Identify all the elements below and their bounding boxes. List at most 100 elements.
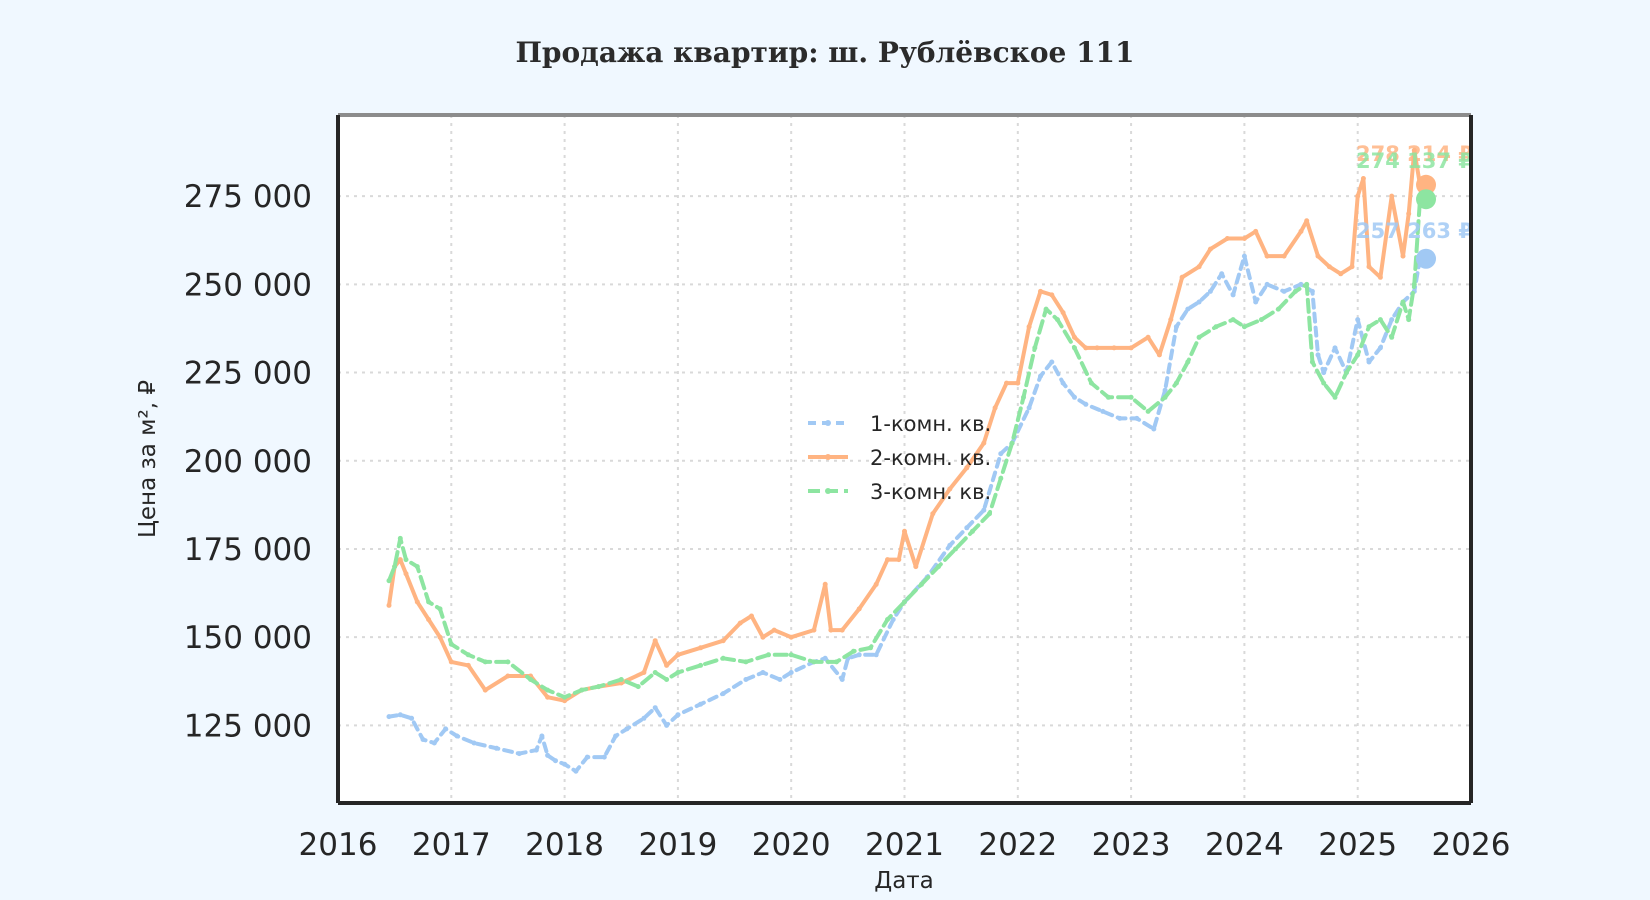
- series-point: [1355, 352, 1361, 358]
- series-point: [1072, 345, 1077, 351]
- series-point: [1049, 292, 1055, 298]
- series-point: [1060, 380, 1066, 386]
- series-point: [1241, 253, 1247, 259]
- series-point: [553, 758, 558, 764]
- series-point: [1207, 246, 1213, 252]
- x-tick-label: 2025: [1318, 827, 1397, 863]
- series-point: [1338, 271, 1344, 277]
- series-point: [1315, 253, 1321, 259]
- series-point: [1264, 281, 1270, 287]
- series-point: [1411, 281, 1417, 287]
- series-point: [596, 684, 602, 690]
- series-point: [720, 691, 726, 697]
- series-point: [896, 557, 902, 563]
- series-point: [1185, 359, 1191, 365]
- x-tick-label: 2017: [412, 827, 491, 863]
- series-point: [1004, 380, 1009, 386]
- series-point: [1321, 380, 1327, 386]
- series-point: [873, 581, 879, 587]
- series-point: [1196, 299, 1202, 305]
- series-point: [1088, 380, 1094, 386]
- series-point: [675, 712, 681, 718]
- series-point: [1032, 345, 1038, 351]
- series-point: [1128, 394, 1134, 400]
- series-point: [652, 670, 658, 675]
- series-point: [545, 687, 551, 693]
- series-point: [822, 581, 828, 587]
- series-point: [1100, 408, 1106, 414]
- series-point: [953, 546, 958, 552]
- series-point: [675, 652, 681, 658]
- end-value-label: 274 137 ₽: [1356, 149, 1473, 173]
- series-point: [454, 733, 460, 739]
- series-point: [652, 638, 658, 644]
- series-point: [426, 599, 432, 605]
- series-point: [749, 613, 754, 619]
- end-value-label: 257 263 ₽: [1356, 219, 1473, 243]
- series-point: [902, 599, 907, 605]
- series-point: [641, 715, 647, 721]
- series-point: [505, 659, 511, 665]
- series-point: [970, 528, 975, 534]
- series-point: [1377, 317, 1383, 323]
- series-point: [1173, 380, 1179, 386]
- series-point: [981, 440, 987, 446]
- series-point: [664, 662, 670, 668]
- series-point: [465, 652, 471, 658]
- series-point: [1315, 352, 1321, 358]
- series-point: [936, 564, 941, 570]
- series-point: [788, 652, 794, 658]
- series-point: [1292, 288, 1298, 294]
- series-point: [448, 641, 454, 647]
- series-point: [1298, 228, 1304, 234]
- series-point: [890, 617, 896, 622]
- series-point: [720, 655, 726, 661]
- series-point: [1230, 317, 1236, 323]
- legend-marker: [825, 454, 831, 460]
- series-point: [1105, 394, 1111, 400]
- series-point: [579, 687, 585, 693]
- end-point-1: [1416, 248, 1437, 269]
- end-point-2: [1416, 174, 1437, 195]
- x-tick-label: 2026: [1432, 827, 1511, 863]
- series-point: [1400, 253, 1406, 259]
- series-point: [1185, 306, 1191, 312]
- series-point: [505, 673, 511, 679]
- series-point: [811, 659, 817, 665]
- series-point: [1168, 317, 1174, 323]
- legend: 1-комн. кв. 2-комн. кв. 3-комн. кв.: [808, 412, 991, 504]
- series-point: [1038, 373, 1043, 379]
- series-point: [1400, 299, 1406, 305]
- series-point: [1196, 334, 1202, 340]
- y-ticks: 125 000 150 000 175 000 200 000 225 000 250 0…: [184, 179, 312, 744]
- series-point: [919, 581, 924, 587]
- series-point: [1015, 380, 1021, 386]
- series-point: [720, 638, 726, 644]
- series-point: [437, 634, 443, 640]
- series-point: [1094, 345, 1100, 351]
- series-point: [1349, 264, 1355, 270]
- series-point: [1049, 359, 1055, 365]
- y-tick-label: 275 000: [184, 179, 312, 215]
- series-point: [1043, 306, 1049, 312]
- end-value-label: 278 214 ₽: [1356, 142, 1473, 166]
- series-point: [635, 684, 641, 690]
- series-point: [947, 486, 953, 492]
- series-point: [420, 737, 426, 742]
- series-point: [1258, 317, 1264, 323]
- series-point: [1241, 324, 1247, 330]
- series-point: [664, 677, 670, 682]
- series-point: [868, 645, 873, 651]
- series-point: [947, 542, 953, 548]
- series-point: [1321, 370, 1327, 376]
- series-point: [1389, 334, 1395, 340]
- series-point: [1326, 264, 1332, 270]
- series-point: [1355, 317, 1361, 323]
- series-point: [545, 752, 551, 758]
- series-point: [771, 627, 777, 633]
- series-point: [664, 722, 670, 728]
- grid: [338, 115, 1471, 803]
- legend-label: 3-комн. кв.: [870, 480, 991, 504]
- chart-title: Продажа квартир: ш. Рублёвское 111: [515, 36, 1134, 69]
